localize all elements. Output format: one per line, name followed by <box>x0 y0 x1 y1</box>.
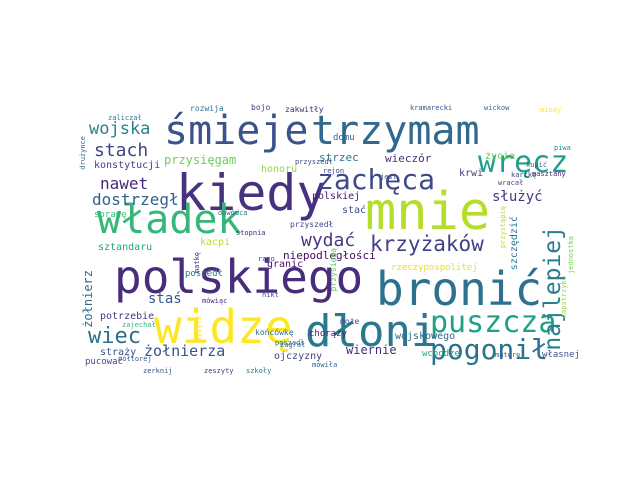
word-cloud-word: bronić <box>376 262 543 316</box>
word-cloud-word: poszedł <box>185 269 223 279</box>
word-cloud-word: wracał <box>498 179 524 187</box>
word-cloud-word: puszcza <box>430 305 557 340</box>
word-cloud-word: zagrał <box>280 341 306 349</box>
word-cloud-word: wickow <box>484 104 510 112</box>
word-cloud-word: własnej <box>542 350 580 360</box>
word-cloud-word: widzę <box>154 300 293 354</box>
word-cloud-word: wojskowego <box>395 331 456 342</box>
word-cloud-word: ojczyzny <box>274 351 323 362</box>
word-cloud-word: rano <box>258 255 275 263</box>
word-cloud-word: mówiąc <box>202 297 228 305</box>
word-cloud-word: drużynce <box>79 136 87 170</box>
word-cloud-word: polskiego <box>114 250 364 304</box>
word-cloud-word: przyszedł <box>295 158 333 166</box>
word-cloud-word: stać <box>342 205 367 216</box>
word-cloud-word: wiernie <box>346 343 397 357</box>
word-cloud-word: matkę <box>193 252 201 274</box>
word-cloud-word: zeszyty <box>204 367 234 375</box>
word-cloud-word: życia <box>485 151 516 162</box>
word-cloud-word: staś <box>148 291 182 307</box>
word-cloud-word: półtorej <box>118 355 152 363</box>
word-cloud-word: żołnierza <box>144 342 226 360</box>
word-cloud-word: może <box>340 317 360 326</box>
word-cloud-word: przystąpię <box>499 206 507 249</box>
word-cloud-word: konstytucji <box>94 160 161 171</box>
word-cloud-word: poszedł <box>275 339 305 347</box>
word-cloud-word: piwa <box>554 144 571 152</box>
word-cloud-word: służyć <box>492 189 543 205</box>
word-cloud-word: władek <box>97 197 242 243</box>
word-cloud-word: masztany <box>532 170 566 178</box>
word-cloud-word: granic <box>267 259 304 270</box>
word-cloud-word: krwi <box>459 168 484 179</box>
word-cloud-word: dłoni <box>305 306 438 357</box>
word-cloud-word: śmieje <box>164 108 309 154</box>
word-cloud-word: kramarecki <box>410 104 453 112</box>
word-cloud-word: żołnierz <box>81 270 95 328</box>
word-cloud-word: przyszedł <box>290 220 334 229</box>
word-cloud-word: wiec <box>88 324 141 349</box>
word-cloud-word: stach <box>94 140 149 161</box>
word-cloud-word: wchodzę <box>422 349 460 359</box>
word-cloud-word: zaliczał <box>108 114 142 122</box>
word-cloud: śmieje trzymam mnie kiedy władek polskie… <box>79 96 580 375</box>
word-cloud-word: strzec <box>319 151 359 164</box>
word-cloud-word: domu <box>333 133 355 143</box>
word-cloud-word: stopnia <box>236 229 266 237</box>
word-cloud-word: polskiej <box>312 191 361 202</box>
word-cloud-word: kacpi <box>200 237 231 248</box>
word-cloud-word: straży <box>100 347 137 358</box>
word-cloud-word: szczędzić <box>509 216 520 271</box>
word-cloud-word: zajechał <box>122 321 156 329</box>
word-cloud-word: capstrzyku <box>560 276 568 319</box>
word-cloud-word: jednostka <box>567 236 575 274</box>
word-cloud-word: wręcz <box>478 145 569 180</box>
word-cloud-word: jest <box>380 173 397 181</box>
word-cloud-word: dowódca <box>218 209 248 217</box>
word-cloud-word: miody <box>540 106 562 114</box>
word-cloud-word: potrzebie <box>100 311 155 322</box>
word-cloud-word: pogonił <box>430 333 549 366</box>
word-cloud-word: wydać <box>301 230 356 251</box>
word-cloud-word: zachęca <box>317 163 436 196</box>
word-cloud-word: kupić <box>526 161 548 169</box>
word-cloud-word: wysyła <box>195 316 203 342</box>
word-cloud-word: chorąży <box>309 329 347 339</box>
word-cloud-word: przysięgam <box>164 153 237 167</box>
word-cloud-word: zerknij <box>143 367 173 375</box>
word-cloud-word: kiedy <box>176 164 327 222</box>
word-cloud-word: wieczór <box>385 152 432 165</box>
word-cloud-word: honoru <box>261 164 298 175</box>
word-cloud-word: krzyżaków <box>370 232 484 256</box>
word-cloud-word: sprawę <box>94 210 127 220</box>
word-cloud-word: kartkę <box>511 171 537 179</box>
word-cloud-word: maturę <box>495 351 521 359</box>
word-cloud-word: mówiła <box>312 361 338 369</box>
word-cloud-word: rozwija <box>190 104 224 113</box>
word-cloud-word: nikt <box>262 291 279 299</box>
word-cloud-word: zakwitły <box>285 105 324 114</box>
word-cloud-word: rejon <box>323 167 345 175</box>
word-cloud-word: mnie <box>365 182 491 242</box>
word-cloud-word: dostrzegł <box>92 190 179 209</box>
word-cloud-word: pucować <box>85 357 123 367</box>
word-cloud-word: końcówkę <box>255 328 294 337</box>
word-cloud-word: niepodległości <box>283 249 376 262</box>
word-cloud-word: rzeczypospolitej <box>391 263 478 273</box>
word-cloud-word: przysięgą <box>329 248 338 292</box>
word-cloud-word: szkoły <box>246 367 272 375</box>
word-cloud-word: sztandaru <box>98 242 153 253</box>
word-cloud-word: trzymam <box>311 108 480 154</box>
word-cloud-word: bojo <box>251 103 271 112</box>
word-cloud-word: nawet <box>100 174 149 193</box>
word-cloud-word: wojska <box>89 119 151 139</box>
